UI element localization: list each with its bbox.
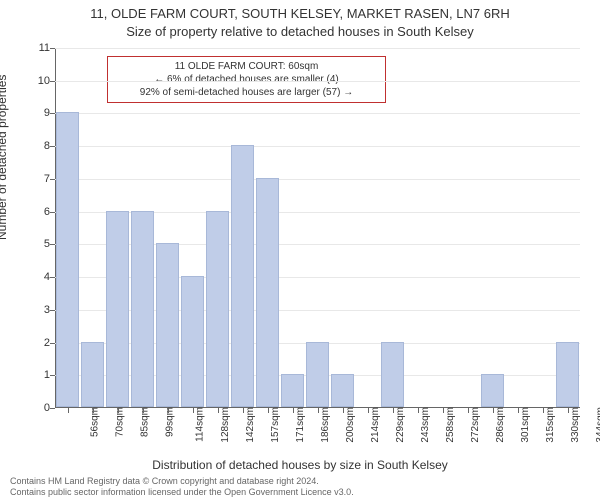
x-tick-mark bbox=[543, 408, 544, 413]
x-tick-label: 157sqm bbox=[270, 407, 281, 443]
y-tick-mark bbox=[50, 244, 55, 245]
y-tick-label: 8 bbox=[25, 140, 50, 152]
x-tick-label: 315sqm bbox=[545, 407, 556, 443]
x-tick-label: 114sqm bbox=[194, 407, 205, 442]
x-tick-mark bbox=[443, 408, 444, 413]
y-tick-label: 2 bbox=[25, 337, 50, 349]
bar bbox=[131, 211, 155, 407]
bar bbox=[281, 374, 305, 407]
bar bbox=[481, 374, 505, 407]
x-tick-mark bbox=[118, 408, 119, 413]
y-tick-label: 4 bbox=[25, 271, 50, 283]
y-tick-label: 10 bbox=[25, 75, 50, 87]
y-tick-mark bbox=[50, 81, 55, 82]
x-tick-mark bbox=[368, 408, 369, 413]
x-tick-mark bbox=[268, 408, 269, 413]
x-tick-mark bbox=[193, 408, 194, 413]
x-tick-mark bbox=[493, 408, 494, 413]
y-tick-label: 11 bbox=[25, 42, 50, 54]
grid-line bbox=[55, 113, 580, 114]
x-tick-label: 243sqm bbox=[420, 407, 431, 443]
bar bbox=[331, 374, 355, 407]
bar bbox=[306, 342, 330, 407]
callout-line1: 11 OLDE FARM COURT: 60sqm bbox=[114, 60, 379, 73]
bar bbox=[106, 211, 130, 407]
x-tick-label: 286sqm bbox=[495, 407, 506, 443]
chart-title-line2: Size of property relative to detached ho… bbox=[0, 24, 600, 39]
x-tick-label: 142sqm bbox=[245, 407, 256, 443]
y-tick-label: 9 bbox=[25, 107, 50, 119]
grid-line bbox=[55, 146, 580, 147]
bar bbox=[556, 342, 580, 407]
x-tick-label: 258sqm bbox=[445, 407, 456, 443]
x-tick-label: 330sqm bbox=[570, 407, 581, 443]
plot-area: 11 OLDE FARM COURT: 60sqm ← 6% of detach… bbox=[55, 48, 580, 408]
y-tick-label: 7 bbox=[25, 173, 50, 185]
y-tick-label: 6 bbox=[25, 206, 50, 218]
bar bbox=[156, 243, 180, 407]
bar bbox=[206, 211, 230, 407]
footer-line2: Contains public sector information licen… bbox=[10, 487, 590, 498]
x-tick-mark bbox=[68, 408, 69, 413]
chart-container: 11, OLDE FARM COURT, SOUTH KELSEY, MARKE… bbox=[0, 0, 600, 500]
bar bbox=[56, 112, 80, 407]
x-tick-label: 171sqm bbox=[295, 407, 306, 443]
y-tick-mark bbox=[50, 343, 55, 344]
bar bbox=[81, 342, 105, 407]
highlight-callout: 11 OLDE FARM COURT: 60sqm ← 6% of detach… bbox=[107, 56, 386, 103]
x-tick-mark bbox=[168, 408, 169, 413]
y-axis-title: Number of detached properties bbox=[0, 75, 9, 240]
x-tick-label: 70sqm bbox=[114, 407, 125, 437]
x-tick-label: 200sqm bbox=[345, 407, 356, 443]
x-tick-mark bbox=[518, 408, 519, 413]
grid-line bbox=[55, 179, 580, 180]
y-tick-label: 0 bbox=[25, 402, 50, 414]
y-tick-mark bbox=[50, 310, 55, 311]
x-tick-mark bbox=[318, 408, 319, 413]
y-tick-label: 3 bbox=[25, 304, 50, 316]
callout-line2: ← 6% of detached houses are smaller (4) bbox=[114, 73, 379, 86]
x-tick-mark bbox=[418, 408, 419, 413]
callout-line3: 92% of semi-detached houses are larger (… bbox=[114, 86, 379, 99]
x-tick-mark bbox=[93, 408, 94, 413]
bar bbox=[256, 178, 280, 407]
x-tick-label: 56sqm bbox=[89, 407, 100, 437]
bar bbox=[231, 145, 255, 407]
x-tick-label: 128sqm bbox=[220, 407, 231, 443]
x-tick-label: 99sqm bbox=[164, 407, 175, 437]
x-tick-label: 301sqm bbox=[520, 407, 531, 443]
y-tick-mark bbox=[50, 48, 55, 49]
x-tick-label: 186sqm bbox=[320, 407, 331, 443]
footer-line1: Contains HM Land Registry data © Crown c… bbox=[10, 476, 590, 487]
x-tick-mark bbox=[343, 408, 344, 413]
x-tick-mark bbox=[393, 408, 394, 413]
bar bbox=[381, 342, 405, 407]
bar bbox=[181, 276, 205, 407]
y-tick-label: 1 bbox=[25, 369, 50, 381]
y-tick-mark bbox=[50, 113, 55, 114]
x-tick-mark bbox=[143, 408, 144, 413]
grid-line bbox=[55, 48, 580, 49]
x-tick-mark bbox=[293, 408, 294, 413]
x-tick-label: 85sqm bbox=[139, 407, 150, 437]
footer-attribution: Contains HM Land Registry data © Crown c… bbox=[10, 476, 590, 498]
y-tick-mark bbox=[50, 277, 55, 278]
x-tick-label: 272sqm bbox=[470, 407, 481, 443]
grid-line bbox=[55, 81, 580, 82]
y-tick-mark bbox=[50, 375, 55, 376]
y-tick-mark bbox=[50, 179, 55, 180]
x-tick-label: 214sqm bbox=[370, 407, 381, 443]
x-tick-label: 344sqm bbox=[595, 407, 600, 443]
y-tick-label: 5 bbox=[25, 238, 50, 250]
y-tick-mark bbox=[50, 408, 55, 409]
y-tick-mark bbox=[50, 212, 55, 213]
x-tick-mark bbox=[218, 408, 219, 413]
chart-title-line1: 11, OLDE FARM COURT, SOUTH KELSEY, MARKE… bbox=[0, 6, 600, 21]
x-tick-mark bbox=[243, 408, 244, 413]
y-tick-mark bbox=[50, 146, 55, 147]
x-axis-title: Distribution of detached houses by size … bbox=[0, 458, 600, 472]
x-tick-label: 229sqm bbox=[395, 407, 406, 443]
x-tick-mark bbox=[568, 408, 569, 413]
x-tick-mark bbox=[468, 408, 469, 413]
